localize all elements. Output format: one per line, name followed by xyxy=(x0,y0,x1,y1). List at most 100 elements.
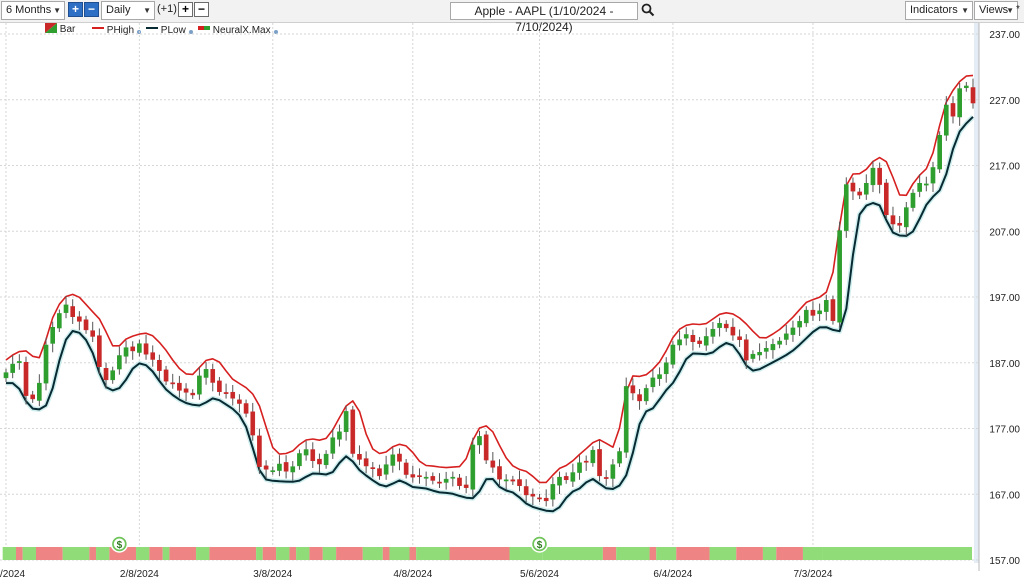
strip-segment xyxy=(776,547,803,560)
candle-body xyxy=(257,435,262,467)
candle-body xyxy=(657,374,662,379)
candle-body xyxy=(17,361,22,363)
offset-plus-button[interactable]: + xyxy=(178,2,193,17)
legend-phigh-label: PHigh xyxy=(106,25,135,36)
offset-minus-button[interactable]: − xyxy=(194,2,209,17)
candle-body xyxy=(37,382,42,401)
candle-body xyxy=(410,474,416,478)
candle-body xyxy=(110,370,116,381)
legend-bar: Bar xyxy=(45,23,75,37)
legend-plow-label: PLow xyxy=(160,25,186,36)
candle-body xyxy=(617,451,622,464)
bands xyxy=(5,74,975,514)
indicators-dropdown[interactable]: Indicators ▼ xyxy=(905,1,973,20)
symbol-title[interactable]: Apple - AAPL (1/10/2024 - 7/10/2024) xyxy=(450,2,638,34)
candle-body xyxy=(583,460,589,463)
legend-neuralx-label: NeuralX.Max xyxy=(212,25,271,36)
minus-icon: − xyxy=(87,2,95,16)
candle-body xyxy=(310,449,316,461)
x-axis: /2024 2/8/2024 3/8/2024 4/8/2024 5/6/2024 6/4… xyxy=(0,569,833,580)
strip-segment xyxy=(289,547,297,560)
candle-body xyxy=(663,362,669,375)
candle-body xyxy=(690,335,696,342)
candle-body xyxy=(270,470,276,473)
candle-body xyxy=(430,476,436,481)
candle-body xyxy=(117,355,122,370)
legend-neuralx: NeuralX.Max xyxy=(198,23,278,37)
y-tick-label: 177.00 xyxy=(989,425,1020,436)
candle-body xyxy=(543,497,549,502)
neuralx-swatch-icon xyxy=(198,26,210,30)
price-chart[interactable]: $ $ 237.00227.00217.00207.00197.00187.001… xyxy=(0,23,1024,586)
candle-body xyxy=(143,343,149,355)
candle-body xyxy=(57,313,62,329)
candle-body xyxy=(537,497,542,500)
search-button[interactable] xyxy=(641,3,655,17)
strip-segment xyxy=(709,547,737,560)
candle-body xyxy=(830,299,836,321)
candle-body xyxy=(163,369,169,382)
views-dropdown[interactable]: Views ▼ xyxy=(974,1,1018,20)
chevron-down-icon: ▼ xyxy=(143,6,151,15)
strip-segment xyxy=(89,547,97,560)
plus-icon: + xyxy=(71,2,79,16)
zoom-out-button[interactable]: − xyxy=(84,2,99,17)
candle-body xyxy=(43,344,49,384)
candle-body xyxy=(517,479,522,486)
zoom-in-button[interactable]: + xyxy=(68,2,83,17)
candle-body xyxy=(910,192,916,208)
indicators-label: Indicators xyxy=(910,4,958,16)
candle-body xyxy=(497,466,502,480)
candle-body xyxy=(50,326,56,344)
candle-body xyxy=(590,449,596,464)
candle-body xyxy=(883,182,889,216)
strip-segment xyxy=(256,547,263,560)
strip-segment xyxy=(162,547,170,560)
signal-marker-inner xyxy=(534,538,546,550)
strip-segment xyxy=(762,547,777,560)
signal-markers[interactable]: $ $ xyxy=(110,535,549,553)
strip-segment xyxy=(409,547,417,560)
strip-segment xyxy=(22,547,37,560)
period-value: 6 Months xyxy=(6,4,52,16)
candle-body xyxy=(303,449,309,456)
phigh-line xyxy=(5,74,974,484)
candle-body xyxy=(490,460,496,468)
candle-body xyxy=(463,484,469,488)
period-dropdown[interactable]: 6 Months ▼ xyxy=(1,1,65,20)
candle-body xyxy=(723,323,729,329)
strip-segment xyxy=(362,547,383,560)
candle-body xyxy=(717,323,722,328)
candle-body xyxy=(563,476,569,481)
candle-body xyxy=(150,352,156,360)
settings-dot-icon[interactable] xyxy=(188,30,193,34)
candle-body xyxy=(823,300,829,312)
candle-body xyxy=(510,479,516,482)
candle-body xyxy=(817,310,822,315)
asterisk-icon[interactable]: * xyxy=(1016,4,1020,15)
x-tick-label: 3/8/2024 xyxy=(253,569,292,580)
candle-body xyxy=(610,464,616,479)
candle-body xyxy=(423,476,429,479)
strip-segment xyxy=(136,547,150,560)
candle-body xyxy=(843,184,849,231)
candle-body xyxy=(637,394,642,402)
candle-body xyxy=(803,309,809,324)
interval-dropdown[interactable]: Daily ▼ xyxy=(101,1,155,20)
candle-body xyxy=(70,306,76,317)
candle-body xyxy=(944,104,949,136)
plow-line xyxy=(6,116,974,513)
candle-body xyxy=(277,463,282,471)
strip-segment xyxy=(389,547,410,560)
candle-body xyxy=(597,449,602,477)
strip-segment xyxy=(416,547,450,560)
candle-body xyxy=(623,386,629,453)
strip-segment xyxy=(36,547,63,560)
current-bar-highlight xyxy=(974,23,979,563)
candle-body xyxy=(923,183,929,186)
legend-bar-label: Bar xyxy=(59,24,76,35)
settings-dot-icon[interactable] xyxy=(273,30,278,34)
chevron-down-icon: ▼ xyxy=(53,6,61,15)
chevron-down-icon: ▼ xyxy=(961,6,969,15)
candle-body xyxy=(950,103,956,117)
